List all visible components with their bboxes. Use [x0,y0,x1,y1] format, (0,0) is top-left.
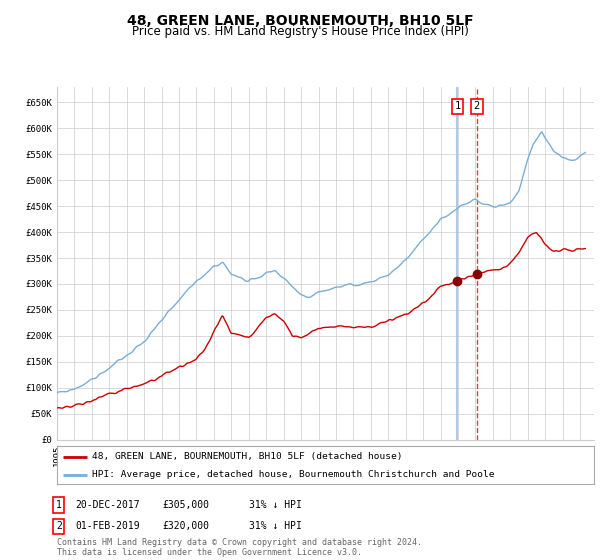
Text: 2: 2 [56,521,62,531]
Text: 48, GREEN LANE, BOURNEMOUTH, BH10 5LF: 48, GREEN LANE, BOURNEMOUTH, BH10 5LF [127,14,473,28]
Text: 31% ↓ HPI: 31% ↓ HPI [249,521,302,531]
Text: 01-FEB-2019: 01-FEB-2019 [75,521,140,531]
Text: £320,000: £320,000 [162,521,209,531]
Text: 31% ↓ HPI: 31% ↓ HPI [249,500,302,510]
Text: 20-DEC-2017: 20-DEC-2017 [75,500,140,510]
Text: £305,000: £305,000 [162,500,209,510]
Text: Price paid vs. HM Land Registry's House Price Index (HPI): Price paid vs. HM Land Registry's House … [131,25,469,38]
Text: 48, GREEN LANE, BOURNEMOUTH, BH10 5LF (detached house): 48, GREEN LANE, BOURNEMOUTH, BH10 5LF (d… [92,452,403,461]
Text: 1: 1 [454,101,461,111]
Text: 1: 1 [56,500,62,510]
Text: HPI: Average price, detached house, Bournemouth Christchurch and Poole: HPI: Average price, detached house, Bour… [92,470,494,479]
Text: Contains HM Land Registry data © Crown copyright and database right 2024.
This d: Contains HM Land Registry data © Crown c… [57,538,422,557]
Text: 2: 2 [474,101,480,111]
